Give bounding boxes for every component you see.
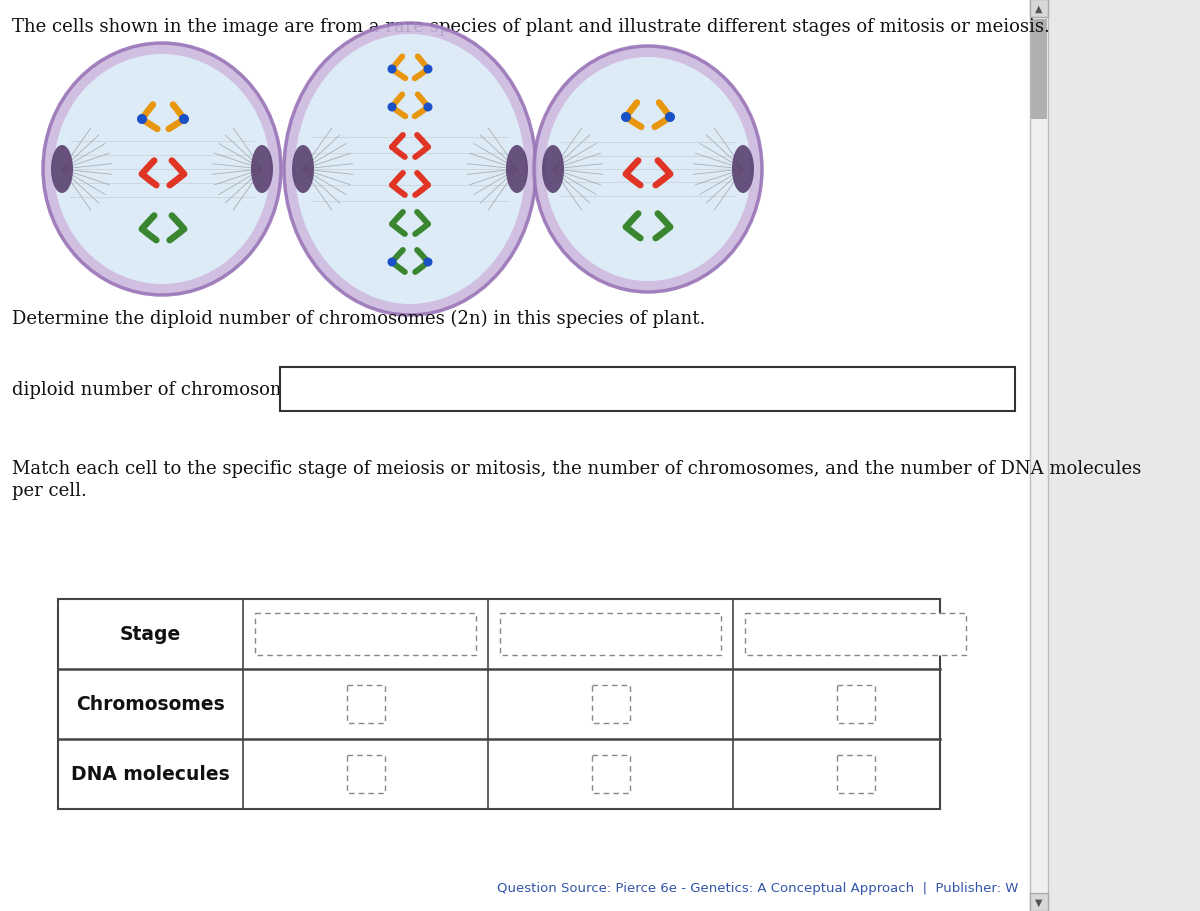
Bar <box>347 755 384 793</box>
Text: ▲: ▲ <box>1036 4 1043 14</box>
Text: diploid number of chromosomes:: diploid number of chromosomes: <box>12 381 313 398</box>
Bar <box>0 0 1030 911</box>
Bar <box>256 613 476 655</box>
Ellipse shape <box>284 24 536 315</box>
Bar <box>745 613 966 655</box>
Circle shape <box>424 66 432 75</box>
Circle shape <box>179 115 190 125</box>
Text: The cells shown in the image are from a rare species of plant and illustrate dif: The cells shown in the image are from a … <box>12 18 1050 36</box>
Bar <box>1031 20 1046 120</box>
Circle shape <box>137 115 148 125</box>
Bar <box>836 685 875 723</box>
Bar <box>836 755 875 793</box>
Bar <box>280 368 1015 412</box>
Text: ▼: ▼ <box>1036 897 1043 907</box>
Circle shape <box>388 103 396 112</box>
Ellipse shape <box>295 35 526 304</box>
Text: Determine the diploid number of chromosomes (2n) in this species of plant.: Determine the diploid number of chromoso… <box>12 310 706 328</box>
Circle shape <box>665 113 676 123</box>
Text: Stage: Stage <box>120 625 181 644</box>
Ellipse shape <box>52 146 73 194</box>
Bar <box>592 755 630 793</box>
Ellipse shape <box>292 146 314 194</box>
Text: per cell.: per cell. <box>12 482 86 499</box>
Ellipse shape <box>732 146 754 194</box>
Circle shape <box>388 258 396 267</box>
Circle shape <box>424 258 432 267</box>
Circle shape <box>622 113 631 123</box>
Bar <box>1030 0 1048 911</box>
Ellipse shape <box>54 55 270 284</box>
Ellipse shape <box>43 44 281 296</box>
Text: DNA molecules: DNA molecules <box>71 764 230 783</box>
Bar <box>1030 0 1048 18</box>
Bar <box>500 613 721 655</box>
Bar <box>592 685 630 723</box>
Ellipse shape <box>545 58 751 281</box>
Bar <box>58 599 940 809</box>
Text: Match each cell to the specific stage of meiosis or mitosis, the number of chrom: Match each cell to the specific stage of… <box>12 459 1141 477</box>
Ellipse shape <box>542 146 564 194</box>
Ellipse shape <box>251 146 274 194</box>
Text: Question Source: Pierce 6e - Genetics: A Conceptual Approach  |  Publisher: W: Question Source: Pierce 6e - Genetics: A… <box>497 881 1018 894</box>
Ellipse shape <box>534 47 762 292</box>
Bar <box>347 685 384 723</box>
Text: Chromosomes: Chromosomes <box>76 695 224 713</box>
Ellipse shape <box>506 146 528 194</box>
Bar <box>1030 893 1048 911</box>
Circle shape <box>388 66 396 75</box>
Circle shape <box>424 103 432 112</box>
